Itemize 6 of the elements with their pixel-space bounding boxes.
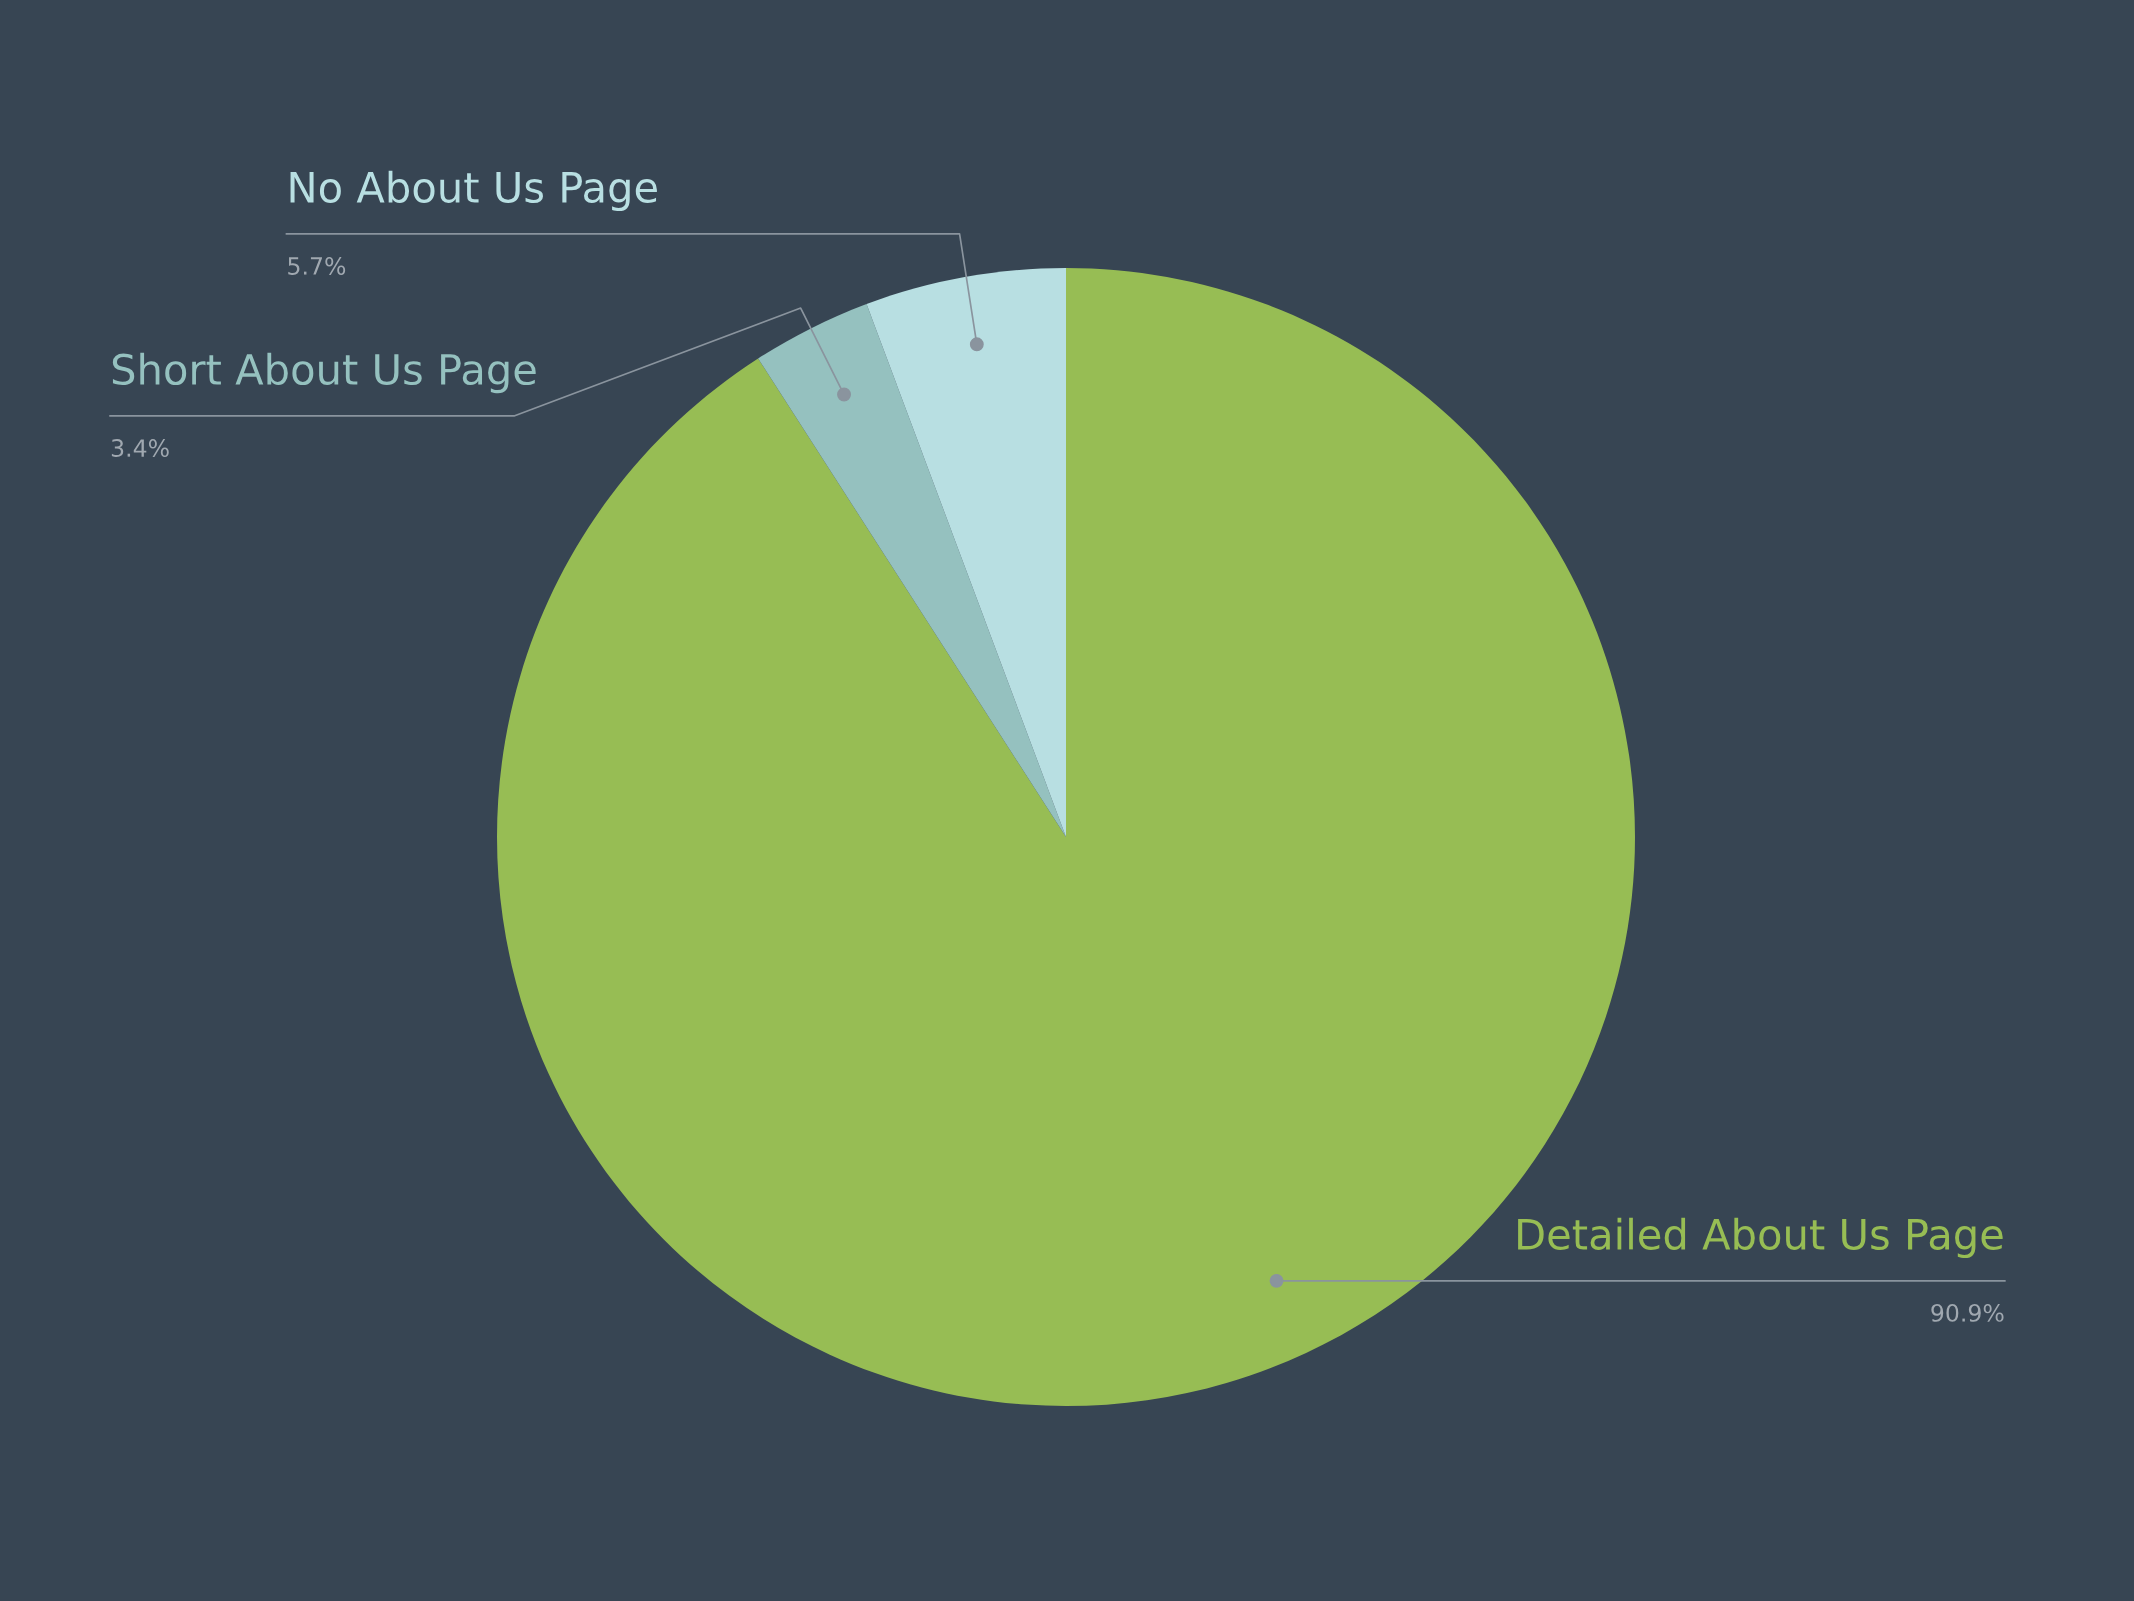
slice-label: Detailed About Us Page [1518, 1217, 2003, 1259]
data-label: 5.7% [288, 257, 346, 275]
slice-label: Short About Us Page [112, 352, 536, 394]
data-label: 3.4% [111, 439, 169, 457]
slice-label: No About Us Page [290, 170, 657, 212]
data-label: 90.9% [1931, 1304, 2004, 1322]
